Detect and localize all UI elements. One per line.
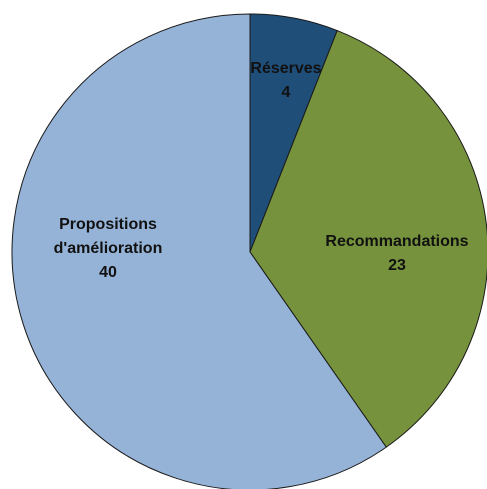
slice-category-label: Propositions bbox=[59, 216, 157, 233]
slice-category-label: Réserves bbox=[250, 60, 321, 77]
slice-value-label: 4 bbox=[282, 84, 291, 101]
slice-value-label: 23 bbox=[388, 257, 406, 274]
slice-label-group-2: Propositions d'amélioration 40 bbox=[54, 216, 163, 281]
slice-label-group-0: Réserves 4 bbox=[250, 60, 321, 101]
slice-label-group-1: Recommandations 23 bbox=[325, 233, 468, 274]
pie-slice-1 bbox=[249, 29, 487, 448]
slice-value-label: 40 bbox=[99, 264, 117, 281]
pie-slice-2 bbox=[11, 13, 387, 489]
slice-category-label: d'amélioration bbox=[54, 240, 163, 257]
slice-category-label: Recommandations bbox=[325, 233, 468, 250]
